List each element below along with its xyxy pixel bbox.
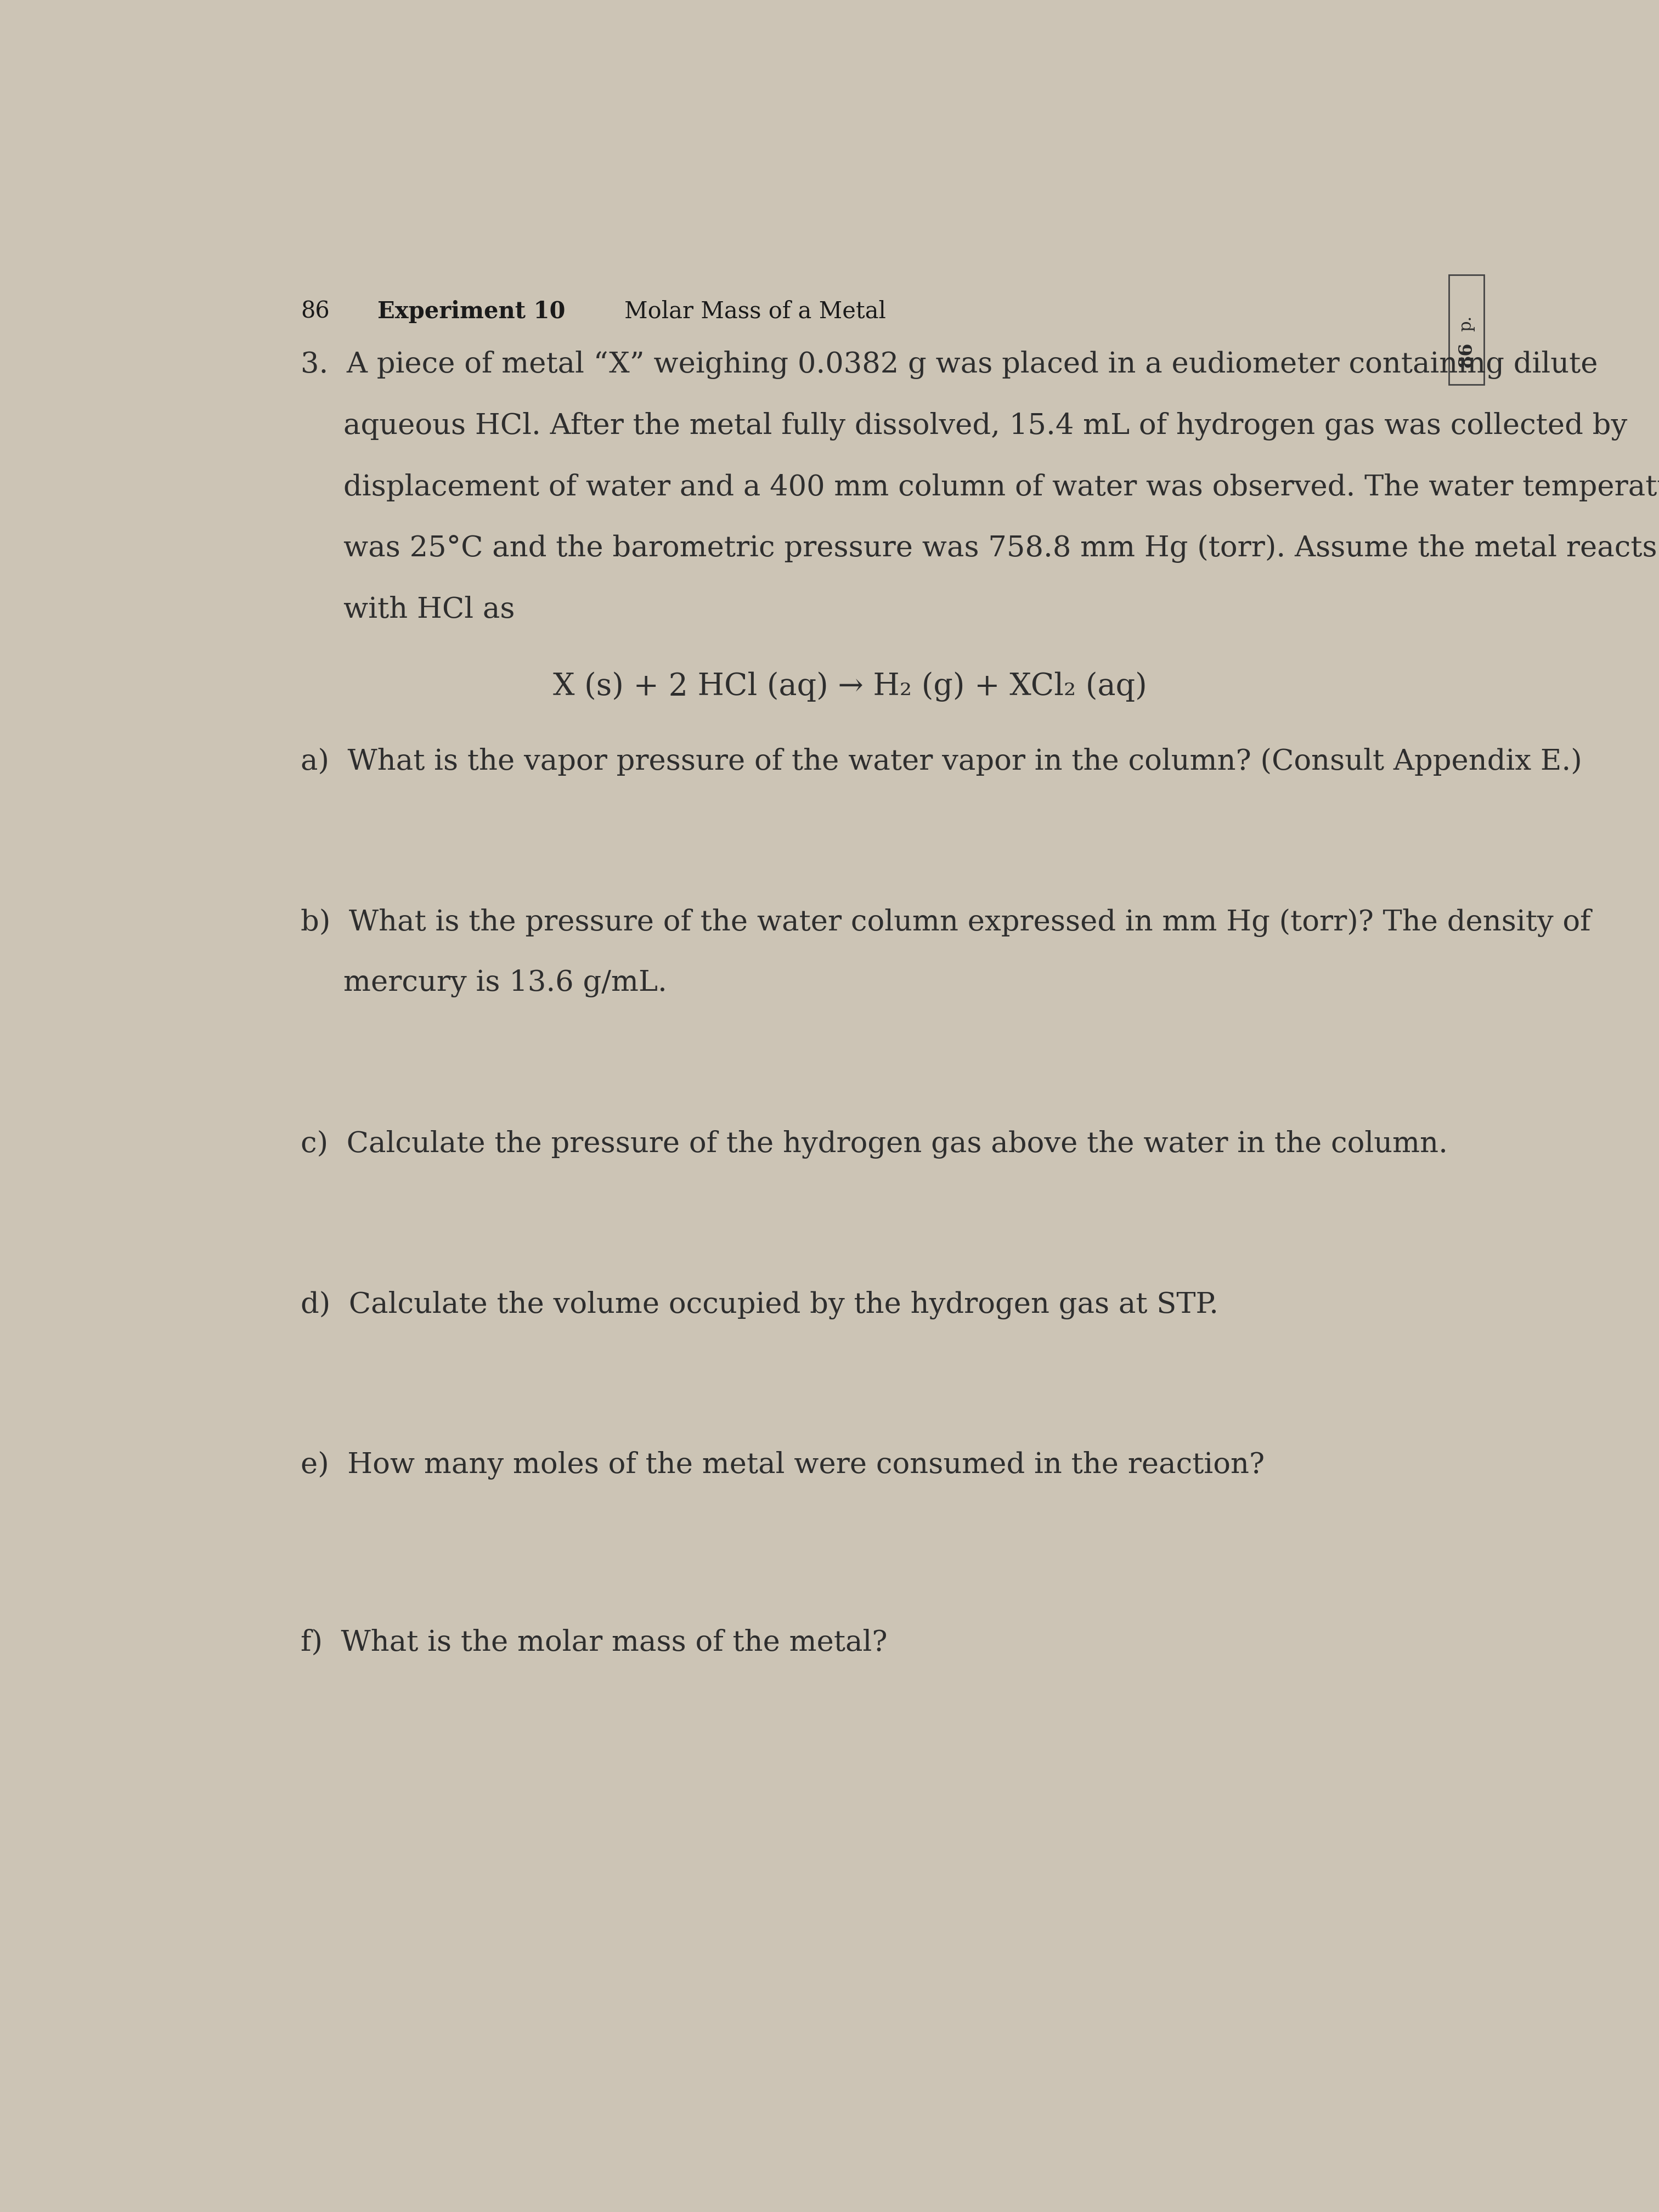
- Text: mercury is 13.6 g/mL.: mercury is 13.6 g/mL.: [343, 969, 667, 998]
- Text: was 25°C and the barometric pressure was 758.8 mm Hg (torr). Assume the metal re: was 25°C and the barometric pressure was…: [343, 535, 1657, 564]
- Text: 86: 86: [1457, 343, 1475, 367]
- Text: with HCl as: with HCl as: [343, 595, 514, 624]
- Text: Experiment 10: Experiment 10: [378, 301, 566, 323]
- FancyBboxPatch shape: [1448, 274, 1483, 385]
- Text: e)  How many moles of the metal were consumed in the reaction?: e) How many moles of the metal were cons…: [300, 1451, 1264, 1480]
- Text: 86: 86: [300, 301, 330, 323]
- Text: displacement of water and a 400 mm column of water was observed. The water tempe: displacement of water and a 400 mm colum…: [343, 473, 1659, 502]
- Text: f)  What is the molar mass of the metal?: f) What is the molar mass of the metal?: [300, 1628, 888, 1657]
- Text: b)  What is the pressure of the water column expressed in mm Hg (torr)? The dens: b) What is the pressure of the water col…: [300, 909, 1591, 938]
- Text: c)  Calculate the pressure of the hydrogen gas above the water in the column.: c) Calculate the pressure of the hydroge…: [300, 1130, 1448, 1159]
- Text: X (s) + 2 HCl (aq) → H₂ (g) + XCl₂ (aq): X (s) + 2 HCl (aq) → H₂ (g) + XCl₂ (aq): [552, 672, 1148, 701]
- Text: d)  Calculate the volume occupied by the hydrogen gas at STP.: d) Calculate the volume occupied by the …: [300, 1290, 1219, 1318]
- Text: Molar Mass of a Metal: Molar Mass of a Metal: [624, 301, 886, 323]
- Text: p.: p.: [1458, 316, 1475, 332]
- Text: 3.  A piece of metal “X” weighing 0.0382 g was placed in a eudiometer containing: 3. A piece of metal “X” weighing 0.0382 …: [300, 352, 1598, 378]
- Text: a)  What is the vapor pressure of the water vapor in the column? (Consult Append: a) What is the vapor pressure of the wat…: [300, 748, 1583, 776]
- Text: aqueous HCl. After the metal fully dissolved, 15.4 mL of hydrogen gas was collec: aqueous HCl. After the metal fully disso…: [343, 411, 1627, 440]
